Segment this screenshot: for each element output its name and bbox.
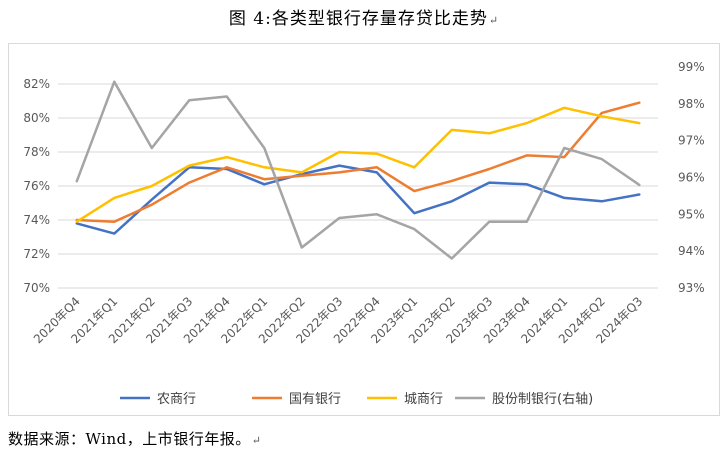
legend-label: 股份制银行(右轴) (492, 392, 593, 407)
left-axis-tick-label: 76% (23, 179, 50, 193)
source-note: 数据来源：Wind，上市银行年报。↵ (8, 430, 262, 448)
chart-title: 图 4:各类型银行存量存贷比走势↵ (228, 9, 500, 29)
right-axis-tick-label: 95% (678, 207, 705, 221)
legend-label: 国有银行 (289, 392, 341, 407)
left-axis-tick-label: 78% (23, 145, 50, 159)
right-axis-tick-label: 93% (678, 281, 705, 295)
right-axis-tick-label: 96% (678, 171, 705, 185)
left-axis-tick-label: 80% (23, 111, 50, 125)
left-axis-tick-label: 70% (23, 281, 50, 295)
chart-frame (8, 43, 720, 416)
series-line-4 (75, 80, 641, 260)
right-axis-tick-label: 97% (678, 134, 705, 148)
legend-label: 城商行 (404, 392, 443, 407)
right-axis-tick-label: 98% (678, 97, 705, 111)
left-axis-tick-label: 82% (23, 77, 50, 91)
right-axis-tick-label: 99% (678, 60, 705, 74)
left-axis-tick-label: 74% (23, 213, 50, 227)
series-line-2 (75, 101, 641, 223)
left-axis-tick-label: 72% (23, 247, 50, 261)
right-axis-tick-label: 94% (678, 244, 705, 258)
legend-label: 农商行 (157, 392, 196, 407)
series-line-3 (75, 106, 641, 223)
